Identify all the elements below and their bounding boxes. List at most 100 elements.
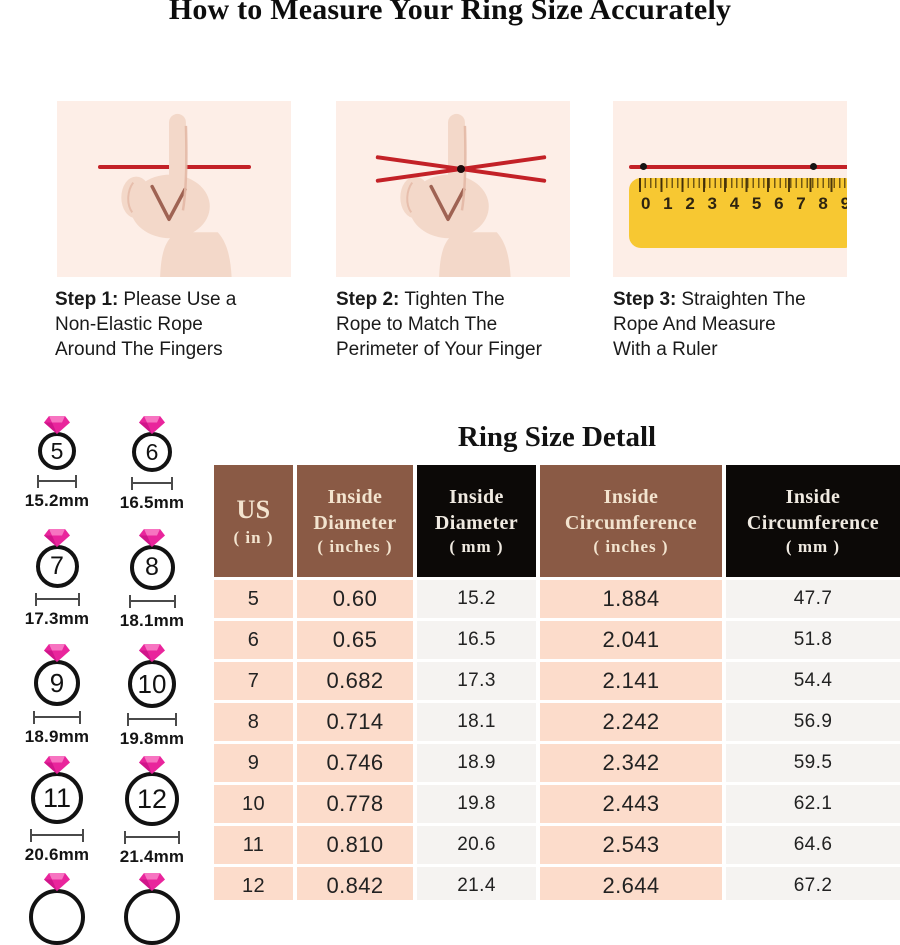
step1-caption: Step 1: Please Use a Non-Elastic Rope Aro… <box>55 289 237 360</box>
ring-circle: 5 <box>38 432 76 470</box>
ring-item: 11 20.6mm <box>2 755 112 865</box>
table-header-diameter-mm: Inside Diameter ( mm ) <box>417 465 536 577</box>
table-cell: 5 <box>214 580 293 618</box>
table-cell: 7 <box>214 662 293 700</box>
table-cell: 47.7 <box>726 580 900 618</box>
table-cell: 56.9 <box>726 703 900 741</box>
ring-diamond-icon <box>44 644 70 662</box>
table-cell: 15.2 <box>417 580 536 618</box>
table-cell: 54.4 <box>726 662 900 700</box>
ring-diameter-bracket <box>131 477 173 490</box>
table-cell: 11 <box>214 826 293 864</box>
table-cell: 1.884 <box>540 580 722 618</box>
ring-diameter-bracket <box>127 713 177 726</box>
table-cell: 21.4 <box>417 867 536 900</box>
table-cell: 8 <box>214 703 293 741</box>
table-cell: 2.242 <box>540 703 722 741</box>
ring-diameter-bracket <box>33 711 81 724</box>
ring-circle: 6 <box>132 432 172 472</box>
ring-circle: 7 <box>35 545 79 588</box>
ring-circle: 12 <box>125 772 179 826</box>
table-cell: 16.5 <box>417 621 536 659</box>
table-cell: 0.714 <box>297 703 413 741</box>
table-cell: 0.810 <box>297 826 413 864</box>
table-header-circumference-inches: Inside Circumference ( inches ) <box>540 465 722 577</box>
ring-circle <box>124 889 180 945</box>
ring-item: 6 16.5mm <box>97 415 207 513</box>
ring-diamond-icon <box>139 416 165 434</box>
table-cell: 0.65 <box>297 621 413 659</box>
table-title: Ring Size Detall <box>457 421 657 453</box>
step3-image-panel: 0 1 2 3 4 5 6 7 8 9 <box>613 101 847 277</box>
ring-diameter-label: 21.4mm <box>119 847 185 866</box>
table-cell: 6 <box>214 621 293 659</box>
table-cell: 2.443 <box>540 785 722 823</box>
ring-circle: 10 <box>128 660 176 708</box>
table-cell: 2.141 <box>540 662 722 700</box>
ring-diameter-bracket <box>124 831 180 844</box>
table-cell: 20.6 <box>417 826 536 864</box>
table-cell: 10 <box>214 785 293 823</box>
table-cell: 2.644 <box>540 867 722 900</box>
table-cell: 0.778 <box>297 785 413 823</box>
ring-diamond-icon <box>139 873 165 891</box>
ring-item: 12 21.4mm <box>97 755 207 867</box>
table-cell: 2.543 <box>540 826 722 864</box>
hand-illustration <box>121 113 232 277</box>
table-cell: 18.1 <box>417 703 536 741</box>
step1-image-panel <box>57 101 291 277</box>
ring-diamond-icon <box>44 873 70 891</box>
step2-label: Step 2: <box>336 289 400 310</box>
table-header-us: US ( in ) <box>214 465 293 577</box>
rope-knot-dot <box>457 165 465 173</box>
ring-item: 10 19.8mm <box>97 643 207 749</box>
rope-end-dot <box>640 163 647 170</box>
ring-size-table: US ( in ) Inside Diameter ( inches ) Ins… <box>214 465 900 900</box>
table-cell: 59.5 <box>726 744 900 782</box>
ring-diameter-label: 15.2mm <box>24 491 90 510</box>
table-cell: 9 <box>214 744 293 782</box>
rope-end-dot <box>810 163 817 170</box>
table-cell: 67.2 <box>726 867 900 900</box>
table-cell: 51.8 <box>726 621 900 659</box>
ring-item: 5 15.2mm <box>2 415 112 511</box>
ring-item-partial <box>2 872 112 945</box>
ring-diameter-bracket <box>34 593 80 606</box>
ring-item: 7 17.3mm <box>2 528 112 629</box>
ring-diameter-label: 18.1mm <box>119 611 185 630</box>
ring-diameter-bracket <box>30 829 84 842</box>
ruler-numbers: 0 1 2 3 4 5 6 7 8 9 <box>641 194 847 213</box>
table-cell: 0.842 <box>297 867 413 900</box>
table-cell: 2.041 <box>540 621 722 659</box>
step3-label: Step 3: <box>613 289 677 310</box>
rope-line <box>629 165 847 169</box>
ring-diameter-bracket <box>128 595 176 608</box>
ruler-illustration: 0 1 2 3 4 5 6 7 8 9 <box>629 178 847 248</box>
step3-caption: Step 3: Straighten The Rope And Measure W… <box>613 289 806 360</box>
ring-diamond-icon <box>44 756 70 774</box>
ring-circle <box>29 889 85 945</box>
ring-circle: 9 <box>34 660 80 706</box>
ring-diameter-label: 16.5mm <box>119 493 185 512</box>
table-header-diameter-inches: Inside Diameter ( inches ) <box>297 465 413 577</box>
ring-diamond-icon <box>44 529 70 547</box>
table-cell: 0.682 <box>297 662 413 700</box>
table-cell: 0.746 <box>297 744 413 782</box>
ring-diamond-icon <box>139 644 165 662</box>
ring-diameter-label: 17.3mm <box>24 609 90 628</box>
ring-circle: 8 <box>129 545 175 590</box>
table-cell: 64.6 <box>726 826 900 864</box>
step2-image-panel <box>336 101 570 277</box>
table-cell: 0.60 <box>297 580 413 618</box>
ring-diameter-label: 19.8mm <box>119 729 185 748</box>
step2-caption: Step 2: Tighten The Rope to Match The Per… <box>336 289 542 360</box>
table-cell: 62.1 <box>726 785 900 823</box>
ring-circle: 11 <box>31 772 83 824</box>
ring-diameter-label: 18.9mm <box>24 727 90 746</box>
ring-diamond-icon <box>44 416 70 434</box>
ring-item-partial <box>97 872 207 945</box>
ring-diameter-bracket <box>37 475 77 488</box>
table-cell: 2.342 <box>540 744 722 782</box>
table-cell: 17.3 <box>417 662 536 700</box>
page-title: How to Measure Your Ring Size Accurately <box>168 0 732 26</box>
